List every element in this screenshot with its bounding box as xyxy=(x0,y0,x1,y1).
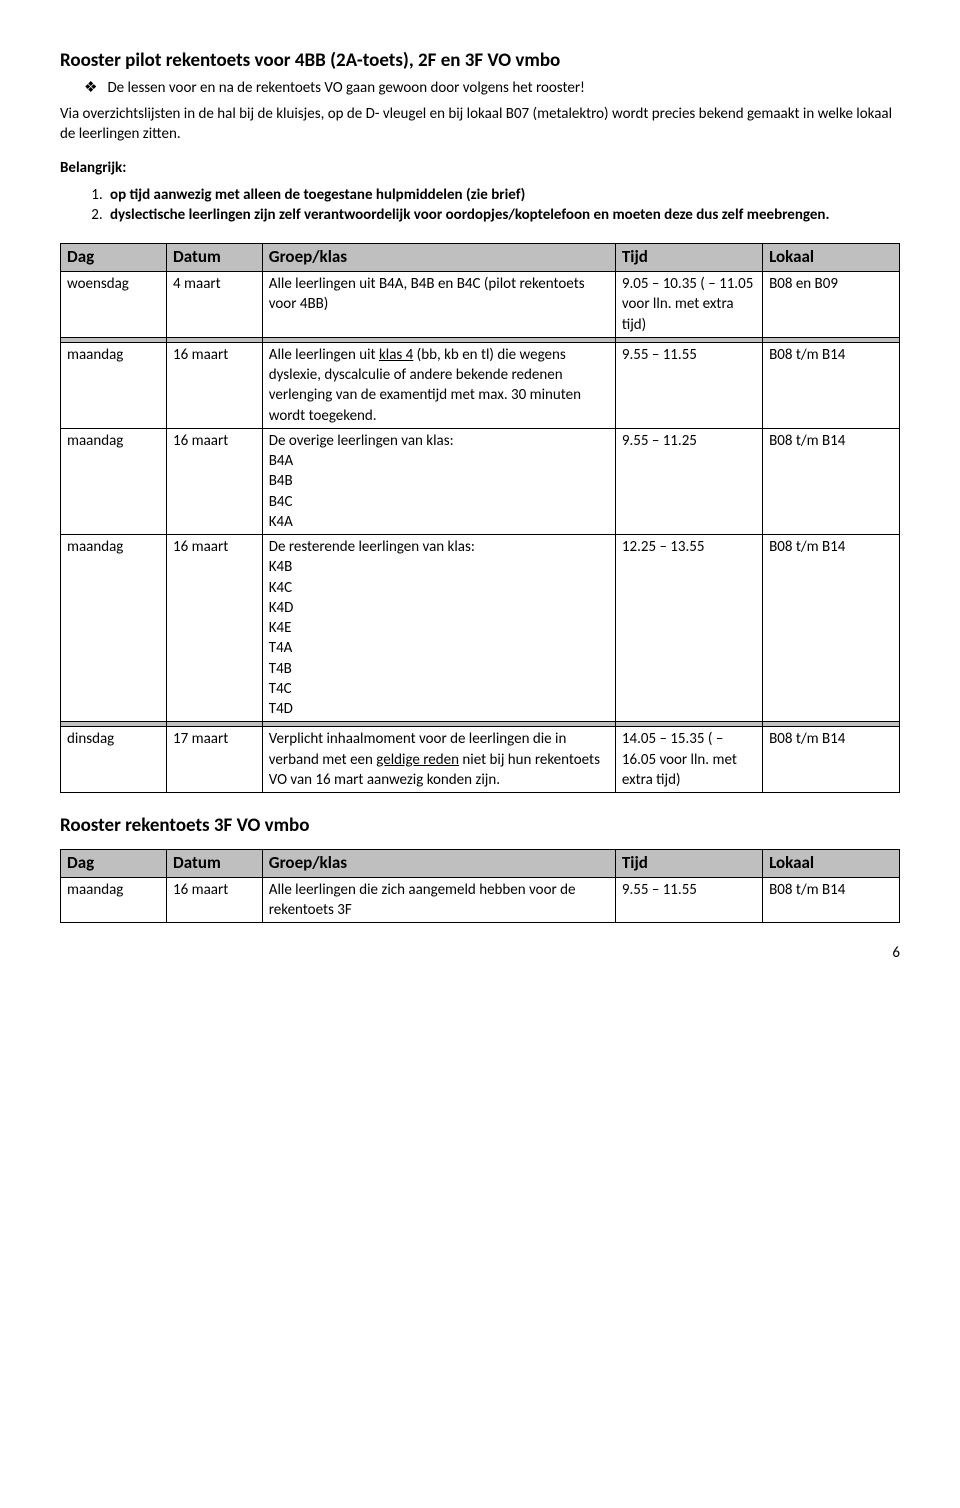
table-row: woensdag 4 maart Alle leerlingen uit B4A… xyxy=(61,272,900,338)
cell-lokaal: B08 t/m B14 xyxy=(763,428,900,534)
cell-dag: maandag xyxy=(61,535,167,722)
page-title: Rooster pilot rekentoets voor 4BB (2A-to… xyxy=(60,48,900,74)
cell-datum: 17 maart xyxy=(167,727,263,793)
cell-datum: 16 maart xyxy=(167,877,263,923)
important-list: op tijd aanwezig met alleen de toegestan… xyxy=(60,185,900,226)
table-header-row: Dag Datum Groep/klas Tijd Lokaal xyxy=(61,244,900,272)
cell-lokaal: B08 en B09 xyxy=(763,272,900,338)
table-row: maandag 16 maart De overige leerlingen v… xyxy=(61,428,900,534)
cell-groep: De resterende leerlingen van klas: K4B K… xyxy=(262,535,615,722)
cell-dag: dinsdag xyxy=(61,727,167,793)
cell-groep: Alle leerlingen uit B4A, B4B en B4C (pil… xyxy=(262,272,615,338)
cell-lokaal: B08 t/m B14 xyxy=(763,727,900,793)
col-header-groep: Groep/klas xyxy=(262,244,615,272)
bullet-text: De lessen voor en na de rekentoets VO ga… xyxy=(107,78,585,98)
col-header-dag: Dag xyxy=(61,244,167,272)
important-block: Belangrijk: op tijd aanwezig met alleen … xyxy=(60,158,900,225)
cell-dag: maandag xyxy=(61,877,167,923)
cell-datum: 16 maart xyxy=(167,342,263,428)
table-row: dinsdag 17 maart Verplicht inhaalmoment … xyxy=(61,727,900,793)
cell-lokaal: B08 t/m B14 xyxy=(763,877,900,923)
cell-tijd: 9.55 – 11.55 xyxy=(615,342,762,428)
col-header-datum: Datum xyxy=(167,244,263,272)
cell-datum: 16 maart xyxy=(167,535,263,722)
table-row: maandag 16 maart Alle leerlingen uit kla… xyxy=(61,342,900,428)
table-header-row: Dag Datum Groep/klas Tijd Lokaal xyxy=(61,849,900,877)
cell-dag: woensdag xyxy=(61,272,167,338)
col-header-groep: Groep/klas xyxy=(262,849,615,877)
cell-datum: 4 maart xyxy=(167,272,263,338)
cell-tijd: 9.55 – 11.55 xyxy=(615,877,762,923)
table-row: maandag 16 maart Alle leerlingen die zic… xyxy=(61,877,900,923)
col-header-lokaal: Lokaal xyxy=(763,849,900,877)
cell-tijd: 9.55 – 11.25 xyxy=(615,428,762,534)
cell-lokaal: B08 t/m B14 xyxy=(763,342,900,428)
cell-tijd: 14.05 – 15.35 ( – 16.05 voor lln. met ex… xyxy=(615,727,762,793)
intro-paragraph: Via overzichtslijsten in de hal bij de k… xyxy=(60,104,900,145)
col-header-datum: Datum xyxy=(167,849,263,877)
cell-dag: maandag xyxy=(61,342,167,428)
cell-groep: Alle leerlingen uit klas 4 (bb, kb en tl… xyxy=(262,342,615,428)
cell-groep: Alle leerlingen die zich aangemeld hebbe… xyxy=(262,877,615,923)
table-row: maandag 16 maart De resterende leerlinge… xyxy=(61,535,900,722)
col-header-lokaal: Lokaal xyxy=(763,244,900,272)
bullet-line: ❖ De lessen voor en na de rekentoets VO … xyxy=(60,78,900,98)
cell-lokaal: B08 t/m B14 xyxy=(763,535,900,722)
cell-tijd: 9.05 – 10.35 ( – 11.05 voor lln. met ext… xyxy=(615,272,762,338)
cell-tijd: 12.25 – 13.55 xyxy=(615,535,762,722)
important-item: op tijd aanwezig met alleen de toegestan… xyxy=(106,185,900,205)
page-number: 6 xyxy=(60,943,900,963)
col-header-tijd: Tijd xyxy=(615,244,762,272)
cell-groep: De overige leerlingen van klas: B4A B4B … xyxy=(262,428,615,534)
section-heading-3f: Rooster rekentoets 3F VO vmbo xyxy=(60,813,900,839)
col-header-tijd: Tijd xyxy=(615,849,762,877)
important-label: Belangrijk: xyxy=(60,158,900,178)
cell-groep: Verplicht inhaalmoment voor de leerlinge… xyxy=(262,727,615,793)
cell-datum: 16 maart xyxy=(167,428,263,534)
col-header-dag: Dag xyxy=(61,849,167,877)
schedule-table-3f: Dag Datum Groep/klas Tijd Lokaal maandag… xyxy=(60,849,900,923)
important-item: dyslectische leerlingen zijn zelf verant… xyxy=(106,205,900,225)
cell-dag: maandag xyxy=(61,428,167,534)
schedule-table-main: Dag Datum Groep/klas Tijd Lokaal woensda… xyxy=(60,243,900,793)
diamond-icon: ❖ xyxy=(84,78,97,98)
